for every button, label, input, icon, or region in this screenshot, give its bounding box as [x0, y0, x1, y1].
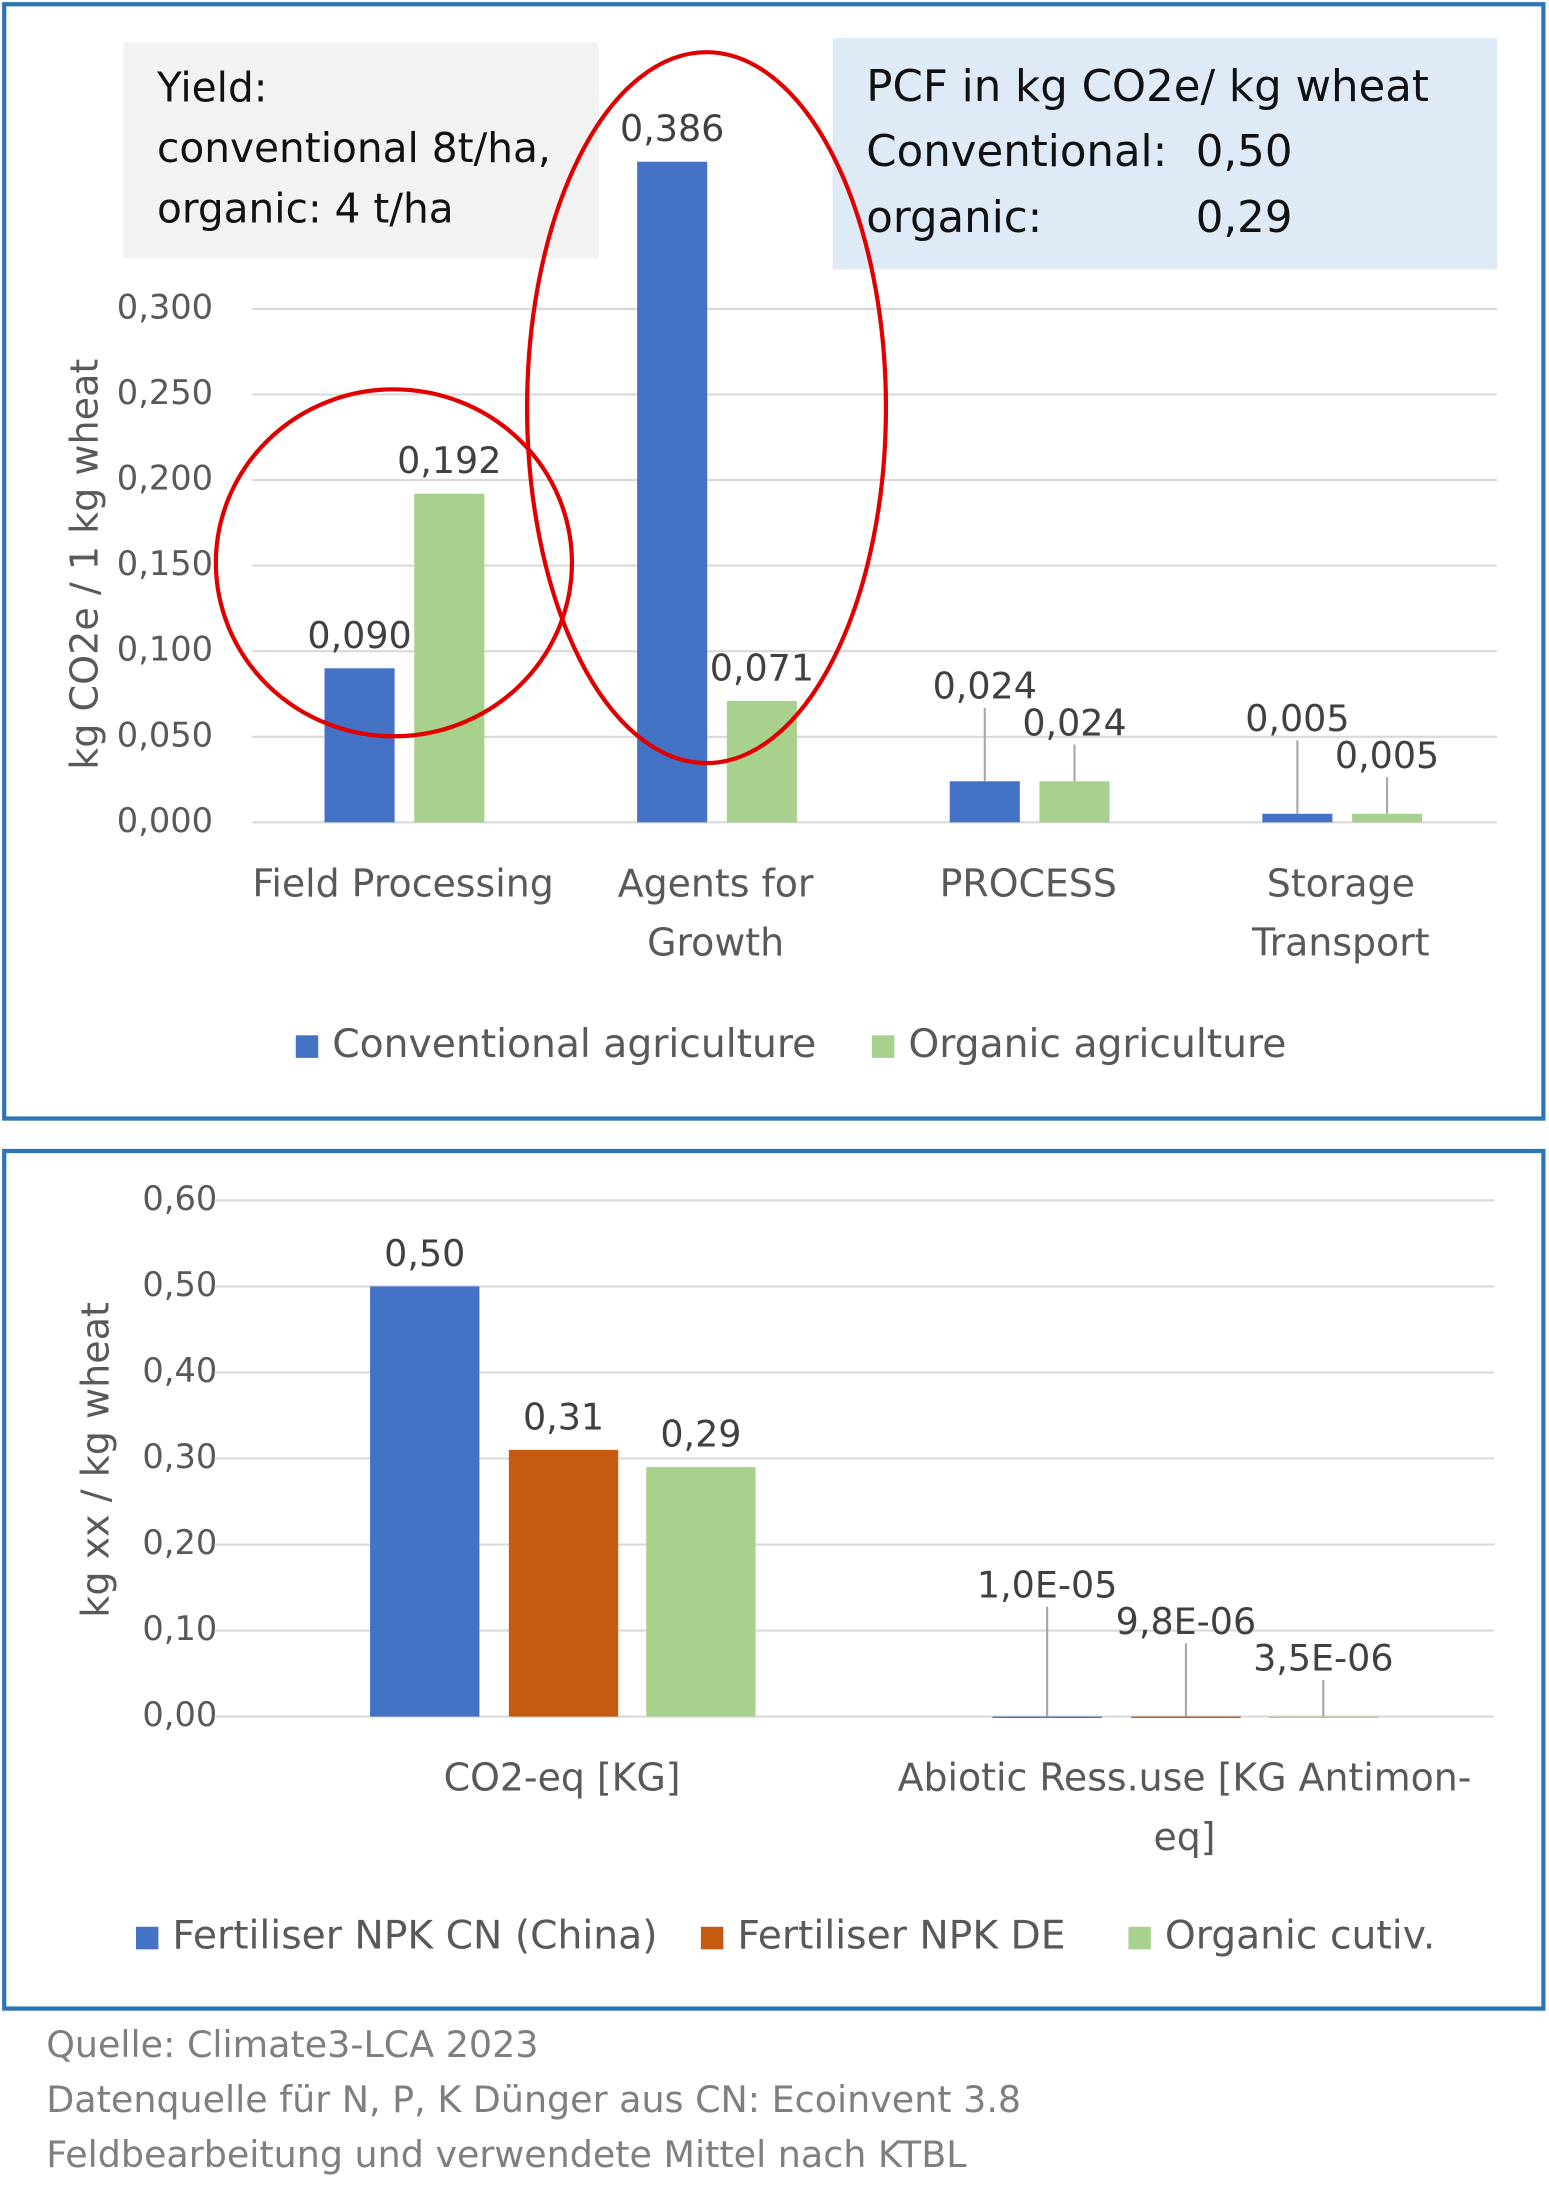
- frame: [2, 1148, 1546, 2011]
- y-tick-label: 0,50: [142, 1265, 217, 1304]
- legend-swatch: [135, 1926, 159, 1950]
- note-box: [123, 42, 599, 259]
- bar: [646, 1467, 756, 1717]
- x-tick-label: Growth: [647, 920, 784, 964]
- x-tick-label: eq]: [1154, 1815, 1216, 1859]
- bar: [1262, 813, 1333, 823]
- legend-label: Organic cutiv.: [1165, 1912, 1435, 1958]
- source-note: Datenquelle für N, P, K Dünger aus CN: E…: [46, 2078, 1021, 2121]
- note-text: Conventional:: [866, 127, 1167, 177]
- bar: [1039, 781, 1110, 823]
- note-box: [832, 38, 1498, 270]
- note-text: organic:: [866, 193, 1042, 243]
- source-note: Feldbearbeitung und verwendete Mittel na…: [46, 2133, 967, 2176]
- y-tick-label: 0,250: [117, 373, 213, 412]
- value-label: 9,8E-06: [1116, 1600, 1256, 1643]
- note-text: 0,29: [1196, 193, 1293, 243]
- y-tick-label: 0,00: [142, 1695, 217, 1734]
- bar: [370, 1286, 480, 1717]
- legend-swatch: [1128, 1926, 1151, 1950]
- bar: [1352, 813, 1423, 823]
- value-label: 0,50: [384, 1232, 465, 1275]
- legend-label: Organic agriculture: [908, 1021, 1286, 1067]
- value-label: 0,386: [620, 107, 724, 150]
- x-tick-label: Transport: [1251, 920, 1430, 964]
- bar: [1131, 1716, 1241, 1719]
- value-label: 0,005: [1245, 697, 1349, 740]
- y-tick-label: 0,30: [142, 1437, 217, 1476]
- legend-swatch: [295, 1035, 319, 1058]
- highlight: [524, 50, 889, 766]
- y-tick-label: 0,60: [142, 1179, 217, 1218]
- y-tick-label: 0,200: [117, 458, 213, 497]
- value-label: 0,29: [660, 1412, 741, 1455]
- y-tick-label: 0,000: [117, 801, 213, 840]
- value-label: 0,024: [1022, 701, 1126, 744]
- value-label: 0,090: [307, 614, 411, 657]
- x-tick-label: Abiotic Ress.use [KG Antimon-: [898, 1755, 1472, 1799]
- highlight: [213, 387, 575, 739]
- value-label: 0,024: [933, 665, 1037, 708]
- legend-label: Conventional agriculture: [332, 1021, 816, 1067]
- note-text: Yield:: [156, 63, 267, 111]
- note-title: PCF in kg CO2e/ kg wheat: [866, 62, 1429, 112]
- bar: [726, 700, 797, 823]
- y-tick-label: 0,300: [117, 287, 213, 326]
- value-label: 1,0E-05: [977, 1563, 1117, 1606]
- x-tick-label: Storage: [1267, 861, 1415, 905]
- legend-swatch: [871, 1035, 895, 1058]
- value-label: 0,31: [523, 1395, 604, 1438]
- x-tick-label: Agents for: [618, 861, 814, 905]
- note-text: 0,50: [1196, 127, 1293, 177]
- y-tick-label: 0,10: [142, 1609, 217, 1648]
- x-tick-label: PROCESS: [940, 861, 1117, 905]
- bar: [414, 493, 485, 823]
- value-label: 0,192: [397, 439, 501, 482]
- bar: [637, 161, 708, 823]
- y-tick-label: 0,100: [117, 630, 213, 669]
- value-label: 0,071: [710, 646, 814, 689]
- bar: [324, 668, 395, 823]
- bar: [949, 781, 1020, 823]
- frame: [2, 2, 1546, 1121]
- y-tick-label: 0,40: [142, 1351, 217, 1390]
- legend-label: Fertiliser NPK CN (China): [172, 1912, 657, 1958]
- bar: [508, 1449, 619, 1717]
- x-tick-label: CO2-eq [KG]: [444, 1755, 681, 1799]
- note-text: conventional 8t/ha,: [157, 124, 551, 172]
- value-label: 3,5E-06: [1253, 1637, 1393, 1680]
- y-axis-title: kg xx / kg wheat: [74, 1302, 118, 1618]
- y-tick-label: 0,20: [142, 1523, 217, 1562]
- bar: [992, 1716, 1102, 1719]
- legend-swatch: [700, 1926, 724, 1950]
- y-tick-label: 0,150: [117, 544, 213, 583]
- legend-label: Fertiliser NPK DE: [737, 1912, 1065, 1958]
- source-note: Quelle: Climate3-LCA 2023: [46, 2023, 538, 2066]
- y-axis-title: kg CO2e / 1 kg wheat: [62, 359, 106, 770]
- y-tick-label: 0,050: [117, 715, 213, 754]
- value-label: 0,005: [1335, 734, 1439, 777]
- x-tick-label: Field Processing: [252, 861, 553, 905]
- bar: [1268, 1716, 1378, 1719]
- note-text: organic: 4 t/ha: [157, 184, 454, 232]
